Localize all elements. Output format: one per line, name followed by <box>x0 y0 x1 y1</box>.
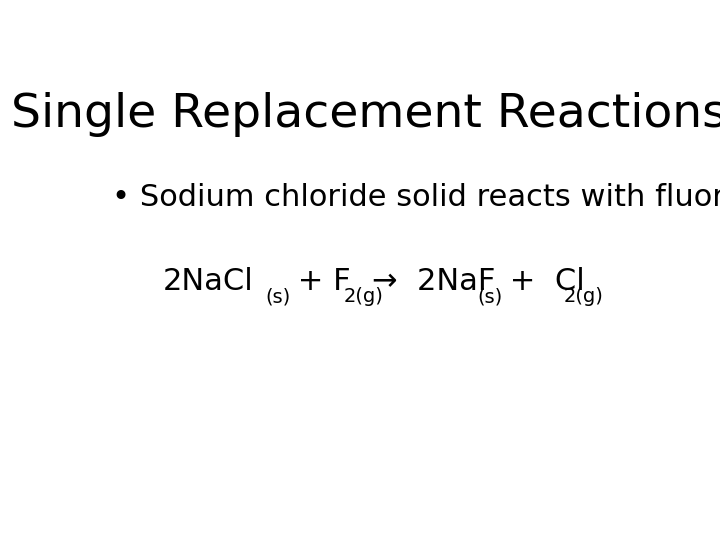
Text: 2(g): 2(g) <box>344 287 384 306</box>
Text: 2(g): 2(g) <box>563 287 603 306</box>
Text: (s): (s) <box>478 287 503 306</box>
Text: (s): (s) <box>266 287 291 306</box>
Text: • Sodium chloride solid reacts with fluorine gas: • Sodium chloride solid reacts with fluo… <box>112 184 720 212</box>
Text: +  Cl: + Cl <box>500 267 585 295</box>
Text: + F: + F <box>288 267 351 295</box>
Text: 2NaCl: 2NaCl <box>163 267 253 295</box>
Text: Single Replacement Reactions: Single Replacement Reactions <box>11 92 720 137</box>
Text: →  2NaF: → 2NaF <box>372 267 495 295</box>
